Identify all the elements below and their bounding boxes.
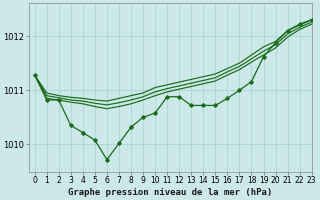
X-axis label: Graphe pression niveau de la mer (hPa): Graphe pression niveau de la mer (hPa) xyxy=(68,188,272,197)
